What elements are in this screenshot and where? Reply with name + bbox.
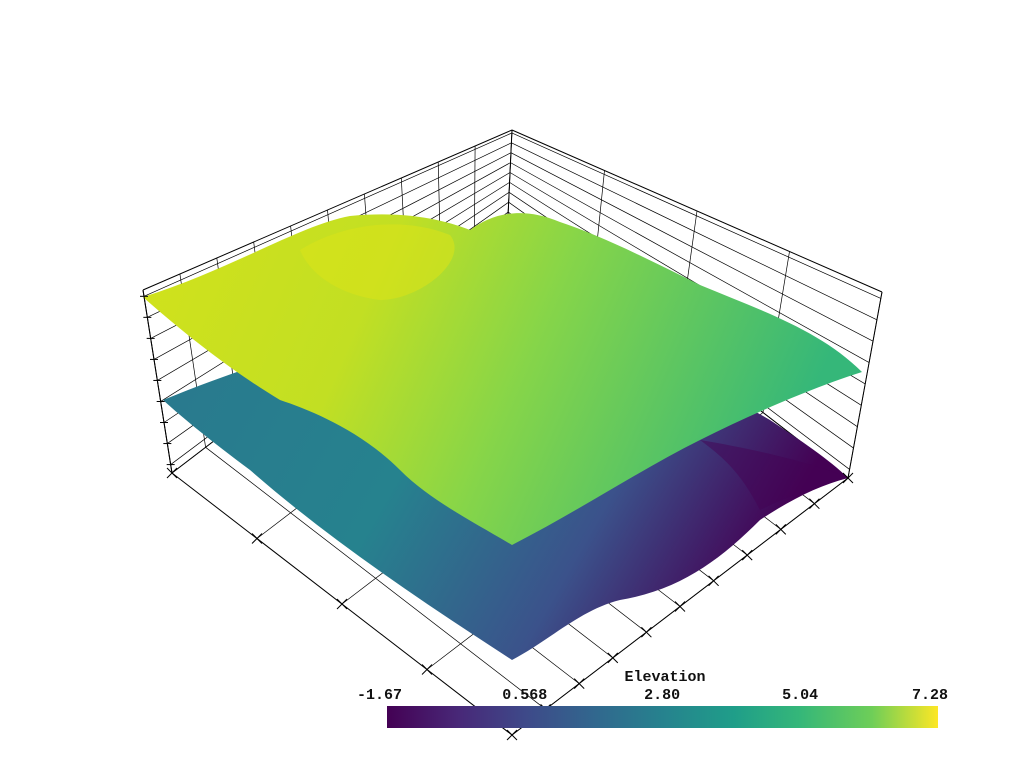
colorbar-ticks: -1.67 0.568 2.80 5.04 7.28 bbox=[357, 687, 948, 704]
grid-line bbox=[511, 142, 878, 321]
colorbar-title: Elevation bbox=[624, 669, 705, 686]
grid-line bbox=[474, 145, 476, 242]
colorbar-tick-label: -1.67 bbox=[357, 687, 402, 704]
colorbar bbox=[387, 706, 938, 728]
tick-mark bbox=[674, 601, 686, 612]
colorbar-tick-label: 7.28 bbox=[912, 687, 948, 704]
tick-mark bbox=[573, 678, 585, 689]
grid-line bbox=[143, 132, 513, 297]
grid-line bbox=[507, 129, 513, 217]
tick-mark bbox=[166, 467, 178, 479]
lower-surface-shade bbox=[700, 440, 848, 510]
grid-line bbox=[510, 152, 874, 342]
colorbar-tick-label: 2.80 bbox=[644, 687, 680, 704]
colorbar-tick-label: 5.04 bbox=[782, 687, 818, 704]
tick-mark bbox=[809, 498, 820, 510]
tick-mark bbox=[506, 729, 518, 741]
tick-mark bbox=[336, 598, 348, 610]
grid-line bbox=[847, 291, 883, 479]
tick-mark bbox=[708, 575, 719, 587]
tick-mark bbox=[775, 524, 787, 535]
tick-mark bbox=[421, 664, 433, 675]
z-axis bbox=[142, 289, 173, 474]
upper-surface-shade bbox=[300, 224, 455, 300]
tick-mark bbox=[842, 472, 854, 484]
grid-line bbox=[511, 132, 881, 299]
tick-mark bbox=[607, 652, 619, 664]
tick-mark bbox=[641, 626, 652, 638]
axis-ticks bbox=[140, 289, 854, 741]
upper-surface bbox=[143, 213, 862, 545]
tick-mark bbox=[741, 549, 753, 561]
tick-mark bbox=[251, 533, 263, 544]
grid-line bbox=[510, 162, 870, 363]
colorbar-tick-label: 0.568 bbox=[502, 687, 547, 704]
